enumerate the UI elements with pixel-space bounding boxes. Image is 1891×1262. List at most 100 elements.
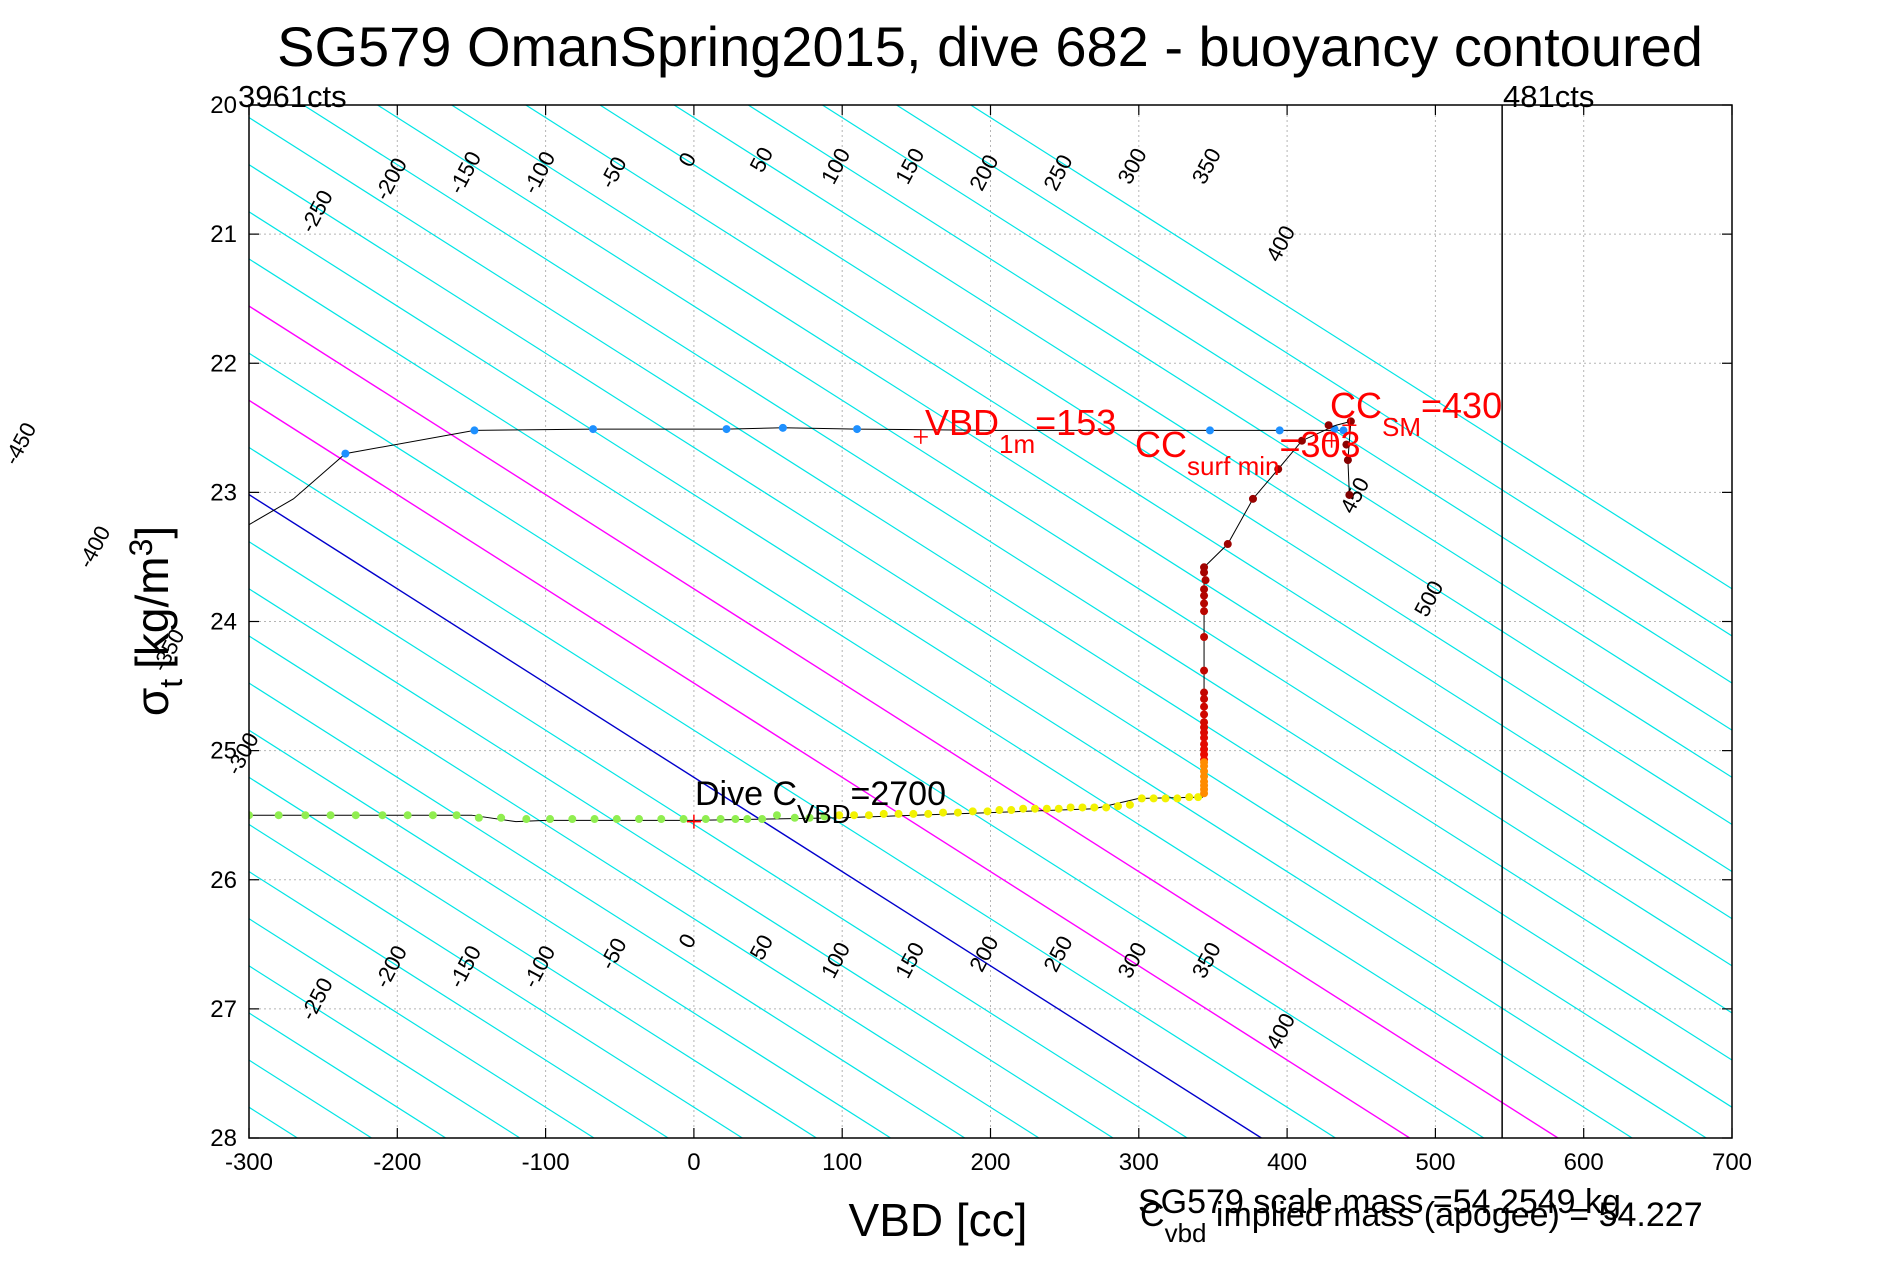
descent-point-green-2 (301, 811, 310, 820)
buoyancy-contour-700 (673, 105, 1732, 779)
annotation-dive: Dive CVBD=2700 (695, 775, 946, 829)
x-axis-label: VBD [cc] (849, 1194, 1028, 1246)
upper-point-11 (1201, 576, 1210, 585)
descent-point-yellow-12 (1007, 806, 1016, 815)
climb-point-7 (1275, 426, 1284, 435)
contour-labels: -500-450-400-350-300-250-200-150-100-500… (0, 143, 1448, 1053)
data-series (249, 417, 1357, 829)
descent-point-yellow-26 (1173, 794, 1182, 803)
descent-point-yellow-25 (1161, 794, 1170, 803)
annotation-dive-sub: VBD (797, 799, 850, 829)
y-tick-label-6: 26 (210, 867, 237, 894)
descent-point-green-10 (497, 813, 506, 822)
marker-plus-0 (686, 814, 701, 829)
x-tick-label-9: 600 (1564, 1149, 1604, 1176)
buoyancy-contour-350 (249, 163, 1732, 1108)
annotation-ccsm-tail: =430 (1421, 385, 1502, 426)
climb-point-5 (853, 425, 862, 434)
annotation-dive-tail: =2700 (851, 775, 947, 813)
upper-point-6 (1274, 465, 1283, 474)
descent-point-yellow-19 (1090, 803, 1099, 812)
buoyancy-contour-900 (970, 105, 1732, 590)
descent-point-green-5 (378, 811, 387, 820)
y-axis-label: σt [kg/m3] (123, 526, 189, 716)
descent-point-green-4 (351, 811, 360, 820)
upper-point-14 (1200, 599, 1209, 608)
descent-point-green-21 (731, 815, 740, 824)
upper-point-1 (1343, 456, 1352, 465)
footer-implied-main: C (1140, 1196, 1165, 1234)
descent-point-yellow-6 (924, 809, 933, 818)
buoyancy-contour--50 (249, 541, 1188, 1138)
x-tick-label-6: 300 (1119, 1149, 1159, 1176)
buoyancy-contour-550 (451, 105, 1732, 920)
descent-point-yellow-2 (864, 811, 873, 820)
descent-point-yellow-7 (939, 808, 948, 817)
x-tick-label-0: -300 (225, 1149, 273, 1176)
y-tick-label-2: 22 (210, 350, 237, 377)
climb-point-2 (589, 425, 598, 434)
buoyancy-contour-650 (599, 105, 1732, 826)
descent-point-green-18 (679, 815, 688, 824)
descent-point-yellow-4 (894, 809, 903, 818)
descent-point-yellow-17 (1066, 803, 1075, 812)
descent-point-green-11 (522, 815, 531, 824)
marker-plus-3 (1342, 418, 1357, 433)
buoyancy-contour-400 (249, 116, 1732, 1061)
upper-point-21 (1200, 710, 1209, 719)
descent-point-green-13 (568, 815, 577, 824)
descent-point-green-15 (612, 815, 621, 824)
upper-point-12 (1200, 585, 1209, 594)
climb-point-0 (341, 449, 350, 458)
footer-implied-tail: implied mass (apogee) = 54.227 (1206, 1196, 1702, 1234)
upper-point-8 (1223, 540, 1232, 549)
upper-point-18 (1200, 688, 1209, 697)
y-tick-label-5: 25 (210, 738, 237, 765)
descent-point-yellow-16 (1054, 804, 1063, 813)
descent-point-yellow-21 (1114, 802, 1123, 811)
buoyancy-contour-200 (249, 305, 1559, 1138)
footer-implied-mass: Cvbd implied mass (apogee) = 54.227 (1140, 1196, 1703, 1248)
y-tick-label-4: 24 (210, 609, 237, 636)
buoyancy-contour-100 (249, 399, 1411, 1138)
upper-point-0 (1345, 490, 1354, 499)
descent-point-green-27 (820, 812, 829, 821)
upper-point-25 (1200, 733, 1209, 742)
buoyancy-contour--300 (249, 776, 817, 1138)
y-axis-label-sub: t (153, 679, 189, 688)
descent-point-green-19 (701, 815, 710, 824)
descent-point-green-7 (428, 811, 437, 820)
descent-point-yellow-3 (879, 809, 888, 818)
descent-point-yellow-18 (1078, 803, 1087, 812)
descent-point-green-14 (590, 815, 599, 824)
descent-point-green-1 (274, 811, 283, 820)
y-axis-label-close: ] (126, 526, 178, 539)
annotation-dive-main: Dive C (695, 775, 797, 813)
descent-point-yellow-11 (995, 806, 1004, 815)
descent-point-yellow-22 (1125, 800, 1134, 809)
descent-point-yellow-20 (1102, 803, 1111, 812)
buoyancy-contour-50 (249, 446, 1336, 1138)
y-axis-label-main: σ (126, 688, 178, 716)
upper-point-15 (1200, 607, 1209, 616)
descent-point-yellow-24 (1149, 794, 1158, 803)
upper-point-16 (1200, 632, 1209, 641)
climb-point-3 (722, 425, 731, 434)
descent-point-green-26 (805, 813, 814, 822)
descent-point-green-25 (790, 813, 799, 822)
x-tick-label-2: -100 (522, 1149, 570, 1176)
x-tick-label-7: 400 (1267, 1149, 1307, 1176)
descent-point-yellow-27 (1185, 793, 1194, 802)
descent-point-yellow-0 (835, 811, 844, 820)
y-tick-label-8: 28 (210, 1125, 237, 1152)
upper-point-7 (1248, 494, 1257, 503)
descent-point-green-8 (452, 811, 461, 820)
climb-point-6 (1205, 426, 1214, 435)
corner-right-label: 481cts (1503, 79, 1594, 114)
corner-left-label: 3961cts (238, 79, 347, 114)
y-axis-label-sup: 3 (123, 539, 159, 557)
descent-point-yellow-10 (983, 807, 992, 816)
descent-point-green-23 (758, 815, 767, 824)
marker-plus-2 (1324, 433, 1339, 448)
